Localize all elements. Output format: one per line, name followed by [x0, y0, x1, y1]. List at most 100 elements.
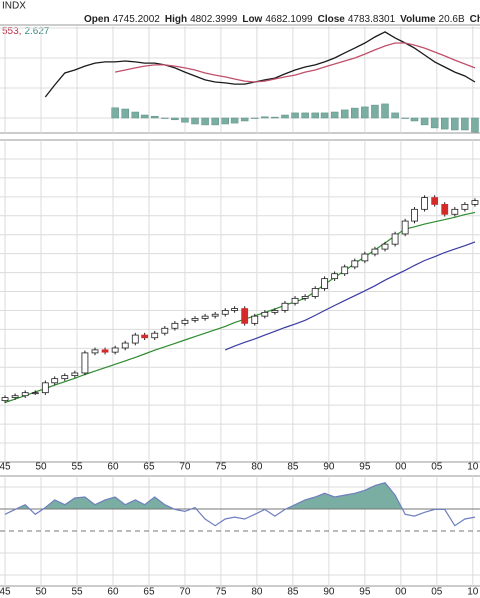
field-label: Chg: [470, 14, 480, 25]
histogram-bar: [381, 103, 389, 119]
field-label: Close: [318, 14, 346, 25]
field-value: 4802.3999: [190, 14, 238, 25]
candle-body: [171, 322, 179, 329]
legend-entry: 2.627: [24, 26, 49, 37]
moving-average: [224, 241, 476, 351]
candle-body: [251, 315, 259, 324]
histogram-bar: [261, 116, 269, 119]
histogram-bar: [461, 117, 469, 131]
candle-body: [51, 378, 59, 384]
price-header: Open 4745.2002 High 4802.3999 Low 4682.1099 Cl…: [84, 14, 480, 25]
x-tick-label: 85: [287, 462, 299, 473]
histogram-bar: [211, 117, 219, 126]
candle-body: [351, 260, 359, 268]
x-tick-label: 65: [143, 587, 155, 598]
x-tick-label: 10: [467, 462, 479, 473]
candle-body: [101, 349, 109, 353]
candle-body: [411, 208, 418, 222]
x-tick-label: 45: [0, 462, 11, 473]
x-tick-label: 55: [71, 462, 83, 473]
candle-body: [161, 327, 169, 334]
candle-body: [261, 311, 269, 317]
histogram-bar: [430, 117, 439, 129]
candle-body: [311, 288, 319, 297]
candle-body: [201, 315, 209, 319]
histogram-bar: [301, 112, 309, 119]
histogram-bar: [401, 117, 409, 119]
macd-line: [114, 42, 476, 83]
histogram-bar: [410, 117, 419, 122]
symbol: INDX: [2, 1, 26, 12]
candle-body: [61, 375, 69, 380]
histogram-bar: [361, 106, 369, 119]
histogram-bar: [420, 117, 429, 126]
legend-entry: 553,: [2, 26, 21, 37]
candle-body: [151, 332, 159, 339]
candle-body: [431, 197, 439, 205]
candle-body: [321, 278, 328, 289]
price-panel: [0, 139, 480, 463]
histogram-bar: [140, 114, 149, 119]
x-tick-label: 10: [467, 587, 479, 598]
candle-body: [111, 347, 119, 353]
histogram-bar: [251, 117, 259, 119]
candle-body: [211, 313, 219, 317]
candle-body: [381, 243, 389, 250]
histogram-bar: [391, 112, 399, 119]
candle-body: [71, 372, 79, 377]
histogram-bar: [451, 117, 459, 131]
histogram-bar: [311, 112, 319, 119]
rsi-line: [4, 482, 476, 527]
candle-body: [231, 308, 239, 311]
rsi-area: [5, 482, 475, 509]
x-tick-label: 75: [215, 462, 227, 473]
candle-body: [181, 319, 189, 324]
candle-body: [471, 200, 479, 205]
candle-body: [331, 273, 339, 280]
histogram-bar: [281, 114, 289, 119]
histogram-bar: [371, 104, 379, 119]
x-tick-label: 05: [431, 462, 443, 473]
candle-body: [11, 395, 19, 398]
histogram-bar: [230, 117, 239, 124]
histogram-bar: [191, 117, 199, 125]
histogram-bar: [440, 117, 449, 130]
field-value: 20.6B: [439, 14, 465, 25]
candle-body: [361, 253, 369, 262]
field-label: Open: [84, 14, 110, 25]
candle-body: [441, 203, 449, 215]
macd-legend: 553, 2.627: [2, 26, 50, 37]
candle-body: [461, 203, 469, 210]
candle-body: [451, 208, 459, 215]
x-tick-label: 95: [359, 462, 371, 473]
histogram-bar: [171, 117, 179, 121]
histogram-bar: [201, 117, 209, 126]
candle-body: [21, 392, 29, 397]
macd-panel: [0, 24, 480, 134]
x-tick-label: 55: [71, 587, 83, 598]
x-tick-label: 85: [287, 587, 299, 598]
histogram-bar: [340, 109, 349, 119]
histogram-bar: [150, 115, 159, 119]
candle-body: [41, 382, 49, 394]
histogram-bar: [131, 111, 140, 119]
candle-body: [31, 392, 39, 395]
x-tick-label: 05: [431, 587, 443, 598]
histogram-bar: [351, 107, 359, 119]
candle-body: [341, 266, 349, 275]
x-tick-label: 70: [179, 587, 191, 598]
candle-body: [81, 352, 89, 374]
x-tick-label: 50: [35, 587, 47, 598]
histogram-bar: [471, 117, 479, 133]
candle-body: [91, 349, 99, 354]
histogram-bar: [161, 117, 169, 119]
x-tick-label: 45: [0, 587, 11, 598]
x-tick-label: 70: [179, 462, 191, 473]
x-tick-label: 75: [215, 587, 227, 598]
histogram-bar: [240, 117, 249, 122]
candle-body: [421, 197, 428, 210]
candle-body: [281, 302, 289, 311]
x-tick-label: 80: [251, 462, 263, 473]
x-tick-label: 60: [107, 587, 119, 598]
